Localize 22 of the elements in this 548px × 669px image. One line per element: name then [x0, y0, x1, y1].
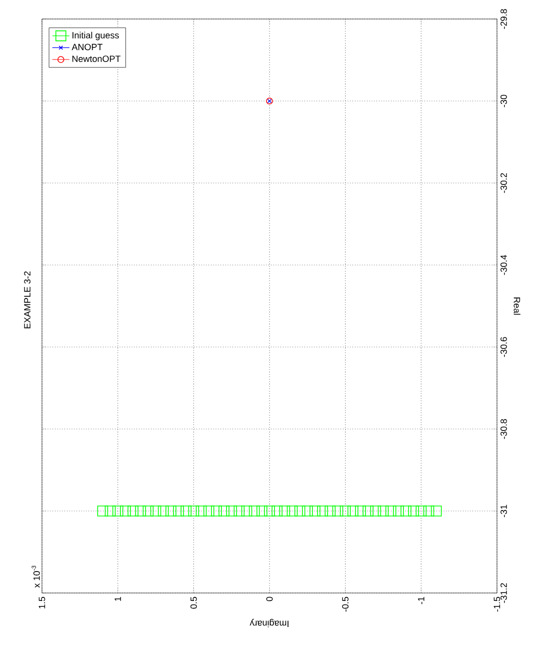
x-tick-label: 0	[266, 596, 273, 602]
y-tick-label: -30.4	[500, 255, 507, 275]
y-tick-label: -30.2	[500, 173, 507, 193]
legend-label: ANOPT	[72, 44, 102, 50]
text: EXAMPLE 3-2	[24, 271, 30, 328]
x-tick-label: -0.5	[342, 596, 349, 612]
legend-label: Initial guess	[72, 32, 119, 40]
y-tick-label: -30	[500, 94, 507, 108]
y-tick-label: -30.8	[500, 419, 507, 439]
text: x 10$^{-3}$	[32, 566, 40, 588]
x-tick-label: 1.5	[38, 596, 46, 608]
x-tick-label: 0.5	[190, 596, 197, 609]
x-axis-title: Imaginary	[250, 618, 288, 628]
legend-label: NewtonOPT	[72, 56, 120, 62]
x-tick-label: 1	[114, 596, 121, 601]
y-tick-label: -30.6	[500, 337, 507, 357]
x-tick-label: -1	[418, 596, 424, 604]
y-axis-title: Real	[514, 297, 520, 315]
y-tick-label: -29.8	[500, 9, 507, 29]
y-tick-label: -31.2	[500, 583, 507, 603]
y-tick-label: -31	[500, 504, 507, 518]
x-tick-label: -1.5	[494, 596, 500, 612]
